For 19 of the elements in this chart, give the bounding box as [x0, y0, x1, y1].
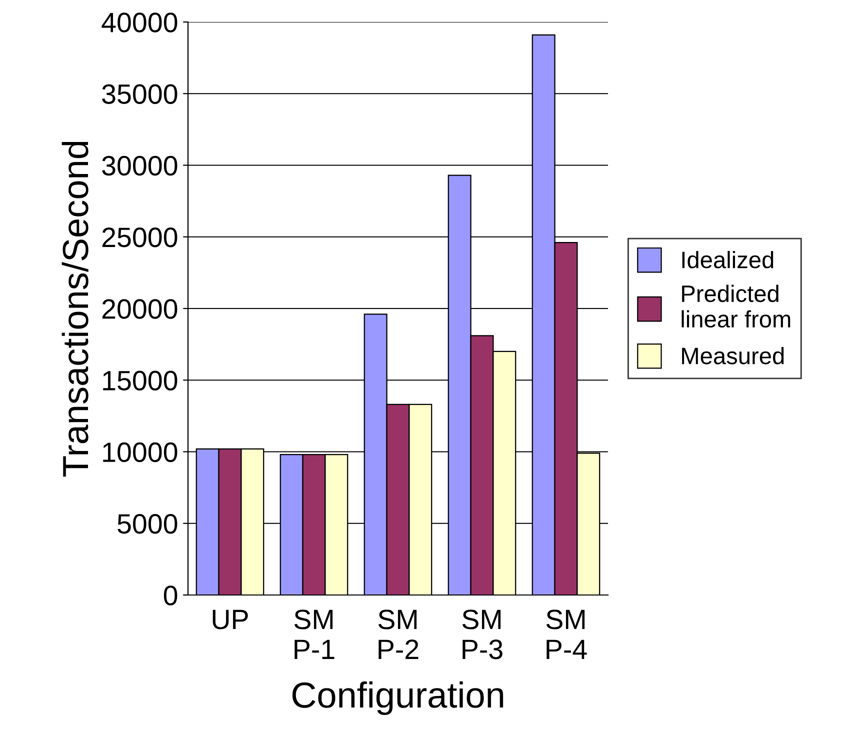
y-tick-label: 30000 — [102, 156, 178, 176]
y-axis-title: Transactions/Second — [62, 142, 88, 477]
x-tick-label: SM P-2 — [378, 610, 418, 659]
x-tick-label: SM P-1 — [294, 610, 334, 659]
legend-label: Idealized — [682, 250, 774, 268]
y-tick-label: 0 — [164, 586, 178, 606]
x-axis-title: Configuration — [292, 681, 504, 716]
y-tick-label: 5000 — [118, 514, 178, 534]
y-tick-label: 15000 — [103, 370, 178, 390]
y-tick-label: 35000 — [102, 84, 178, 104]
x-tick-label: UP — [212, 610, 248, 630]
y-tick-label: 25000 — [102, 228, 178, 248]
legend-label: Predicted linear from — [682, 284, 790, 328]
x-tick-label: SM P-3 — [462, 610, 502, 660]
y-tick-label: 40000 — [102, 12, 178, 32]
x-tick-label: SM P-4 — [546, 610, 587, 659]
y-tick-label: 20000 — [102, 299, 178, 319]
y-tick-label: 10000 — [103, 442, 178, 462]
legend-label: Measured — [682, 346, 784, 364]
